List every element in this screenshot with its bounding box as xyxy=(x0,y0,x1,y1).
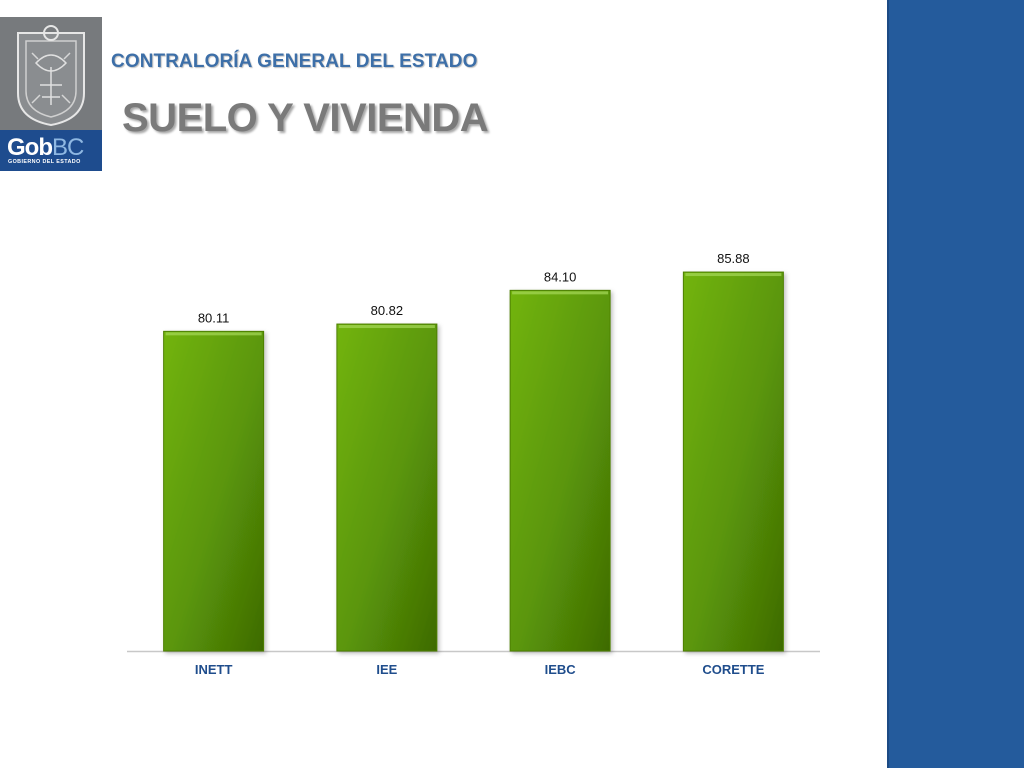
data-label: 85.88 xyxy=(717,251,750,266)
gobbc-logo: GobBC GOBIERNO DEL ESTADO xyxy=(0,17,102,171)
data-label: 80.11 xyxy=(198,310,230,325)
state-coat-of-arms-icon xyxy=(17,25,85,127)
category-label: CORETTE xyxy=(702,662,764,677)
bar-highlight xyxy=(512,291,609,295)
bar-iebc xyxy=(509,289,611,652)
bar-inett xyxy=(163,330,265,652)
side-decorative-band xyxy=(887,0,1024,768)
bar-highlight xyxy=(338,325,435,329)
category-label: INETT xyxy=(195,662,233,677)
data-label: 80.82 xyxy=(371,303,404,318)
page-title: SUELO Y VIVIENDA xyxy=(122,96,489,140)
category-label: IEBC xyxy=(545,662,577,677)
logo-subtext: GOBIERNO DEL ESTADO xyxy=(8,159,81,165)
gobbc-brand-box: GobBC GOBIERNO DEL ESTADO xyxy=(0,130,102,171)
category-label: IEE xyxy=(376,662,397,677)
logo-text: GobBC xyxy=(7,134,84,161)
bar-iee xyxy=(336,323,438,652)
data-label: 84.10 xyxy=(544,269,577,284)
bar-chart: 80.11 INETT 80.82 IEE 84.10 IEBC 85.88 CORETTE xyxy=(127,251,820,677)
bar-corette xyxy=(682,271,784,652)
bar-highlight xyxy=(685,273,782,277)
bar-highlight xyxy=(165,332,262,336)
organization-name: CONTRALORÍA GENERAL DEL ESTADO xyxy=(111,51,478,72)
